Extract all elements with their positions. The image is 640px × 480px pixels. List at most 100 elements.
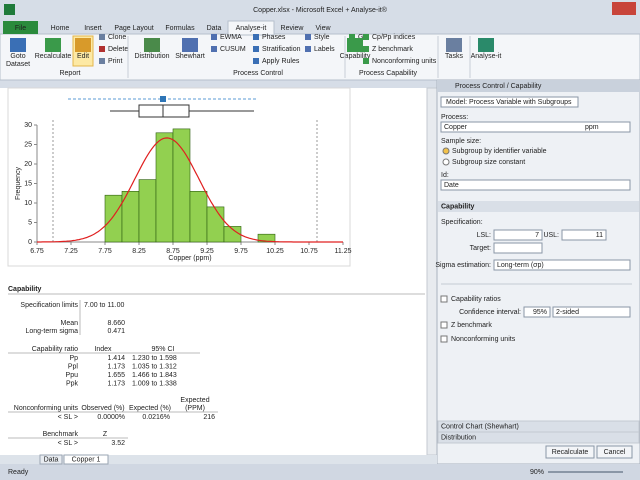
- ribbon-tab[interactable]: Home: [51, 25, 70, 32]
- button-icon[interactable]: [10, 38, 26, 52]
- sheet-tab-label[interactable]: Data: [44, 456, 59, 463]
- button-icon[interactable]: [253, 46, 259, 52]
- button-icon[interactable]: [253, 34, 259, 40]
- ribbon-button[interactable]: Nonconforming units: [372, 58, 437, 65]
- button-icon[interactable]: [363, 58, 369, 64]
- button-icon[interactable]: [363, 46, 369, 52]
- ribbon-button[interactable]: CUSUM: [220, 46, 246, 53]
- button-icon[interactable]: [211, 46, 217, 52]
- button-icon[interactable]: [349, 34, 355, 40]
- ribbon-button[interactable]: Delete: [108, 46, 128, 53]
- pane-button[interactable]: [596, 445, 633, 459]
- button-icon[interactable]: [363, 34, 369, 40]
- ribbon-tab[interactable]: File: [15, 25, 26, 32]
- ribbon-button[interactable]: Apply Rules: [262, 58, 300, 65]
- button-icon[interactable]: [99, 34, 105, 40]
- button-icon[interactable]: [478, 38, 494, 52]
- ci-box[interactable]: [523, 306, 551, 318]
- sheet-tab-label[interactable]: Copper 1: [72, 456, 101, 463]
- button-icon[interactable]: [144, 38, 160, 52]
- ribbon-button[interactable]: Style: [314, 34, 330, 41]
- y-tick-label: 10: [24, 200, 32, 207]
- ribbon-tab[interactable]: Insert: [84, 25, 102, 32]
- button-icon[interactable]: [446, 38, 462, 52]
- target-box[interactable]: [493, 242, 543, 254]
- button-icon[interactable]: [99, 58, 105, 64]
- checkbox[interactable]: [440, 321, 448, 329]
- button-icon[interactable]: [253, 58, 259, 64]
- dropdown-text[interactable]: 2-sided: [556, 309, 579, 316]
- ribbon-tab[interactable]: Data: [207, 25, 222, 32]
- ribbon-button[interactable]: Stratification: [262, 46, 301, 53]
- ribbon-button[interactable]: Print: [108, 58, 122, 65]
- button-icon[interactable]: [182, 38, 198, 52]
- lsl-box[interactable]: [493, 229, 543, 241]
- ribbon-button[interactable]: Distribution: [134, 53, 169, 60]
- ribbon-tab[interactable]: Review: [281, 25, 305, 32]
- ribbon-button[interactable]: Dataset: [6, 61, 30, 68]
- button-label[interactable]: Recalculate: [552, 449, 589, 456]
- ribbon-button[interactable]: Cp/Pp indices: [372, 34, 416, 41]
- checkbox-label[interactable]: Nonconforming units: [451, 336, 516, 343]
- button-icon[interactable]: [99, 46, 105, 52]
- button-icon[interactable]: [75, 38, 91, 52]
- ribbon-button[interactable]: Phases: [262, 34, 286, 41]
- histogram-bar: [257, 233, 276, 243]
- ribbon-button[interactable]: EWMA: [220, 34, 242, 41]
- button-icon[interactable]: [211, 34, 217, 40]
- file-tab[interactable]: [3, 21, 38, 34]
- dropdown-text[interactable]: Model: Process Variable with Subgroups: [446, 99, 572, 106]
- x-tick-label: 9.25: [200, 248, 214, 255]
- collapsed-section[interactable]: [437, 431, 640, 444]
- button-icon[interactable]: [305, 34, 311, 40]
- checkbox-label[interactable]: Capability ratios: [451, 296, 501, 303]
- sheet-tab[interactable]: [63, 454, 109, 465]
- ribbon-tab[interactable]: View: [315, 25, 331, 32]
- id-box[interactable]: [440, 179, 631, 191]
- column-header: Observed (%): [81, 405, 124, 412]
- ribbon-button[interactable]: Labels: [314, 46, 335, 53]
- ribbon-button[interactable]: Analyse-it: [471, 53, 502, 60]
- ribbon-button[interactable]: Recalculate: [35, 53, 72, 60]
- usl-box[interactable]: [561, 229, 607, 241]
- ribbon-group-label: Report: [59, 70, 80, 77]
- button-label[interactable]: Cancel: [604, 449, 626, 456]
- pane-button[interactable]: [545, 445, 595, 459]
- histogram-bar: [189, 191, 208, 243]
- radio[interactable]: [442, 147, 450, 155]
- section-title[interactable]: Distribution: [441, 434, 476, 441]
- ribbon-button[interactable]: Go: [358, 34, 367, 41]
- checkbox-label[interactable]: Z benchmark: [451, 322, 492, 329]
- ribbon-button[interactable]: Edit: [77, 53, 89, 60]
- checkbox[interactable]: [440, 295, 448, 303]
- ribbon-button[interactable]: Clone: [108, 34, 126, 41]
- button-icon[interactable]: [45, 38, 61, 52]
- process-box[interactable]: [440, 121, 631, 133]
- zoom-level: 90%: [530, 469, 544, 476]
- sided-dropdown[interactable]: [552, 306, 631, 318]
- model-dropdown[interactable]: [440, 96, 579, 108]
- checkbox[interactable]: [440, 335, 448, 343]
- sigma-dropdown[interactable]: [493, 259, 631, 271]
- ribbon-tab[interactable]: Analyse-it: [236, 25, 267, 32]
- window-close[interactable]: [612, 2, 636, 15]
- sheet-tab[interactable]: [39, 454, 63, 465]
- cell: 1.466 to 1.843: [132, 372, 177, 379]
- dropdown-text[interactable]: Long-term (σp): [497, 262, 544, 269]
- ribbon-tab[interactable]: Formulas: [165, 25, 195, 32]
- section-title[interactable]: Control Chart (Shewhart): [441, 423, 519, 430]
- field-value: Copper: [444, 124, 468, 131]
- sheet: [0, 88, 437, 455]
- radio-label[interactable]: Subgroup by identifier variable: [452, 148, 547, 155]
- button-icon[interactable]: [305, 46, 311, 52]
- radio-label[interactable]: Subgroup size constant: [452, 159, 525, 166]
- button-icon[interactable]: [347, 38, 363, 52]
- ribbon-button[interactable]: Tasks: [445, 53, 463, 60]
- radio[interactable]: [442, 158, 450, 166]
- ribbon-button[interactable]: Goto: [10, 53, 25, 60]
- ribbon-button[interactable]: Z benchmark: [372, 46, 413, 53]
- ribbon-button[interactable]: Capability: [340, 53, 371, 60]
- active-tab[interactable]: [227, 20, 275, 36]
- ribbon-button[interactable]: Shewhart: [175, 53, 205, 60]
- ribbon-tab[interactable]: Page Layout: [114, 25, 153, 32]
